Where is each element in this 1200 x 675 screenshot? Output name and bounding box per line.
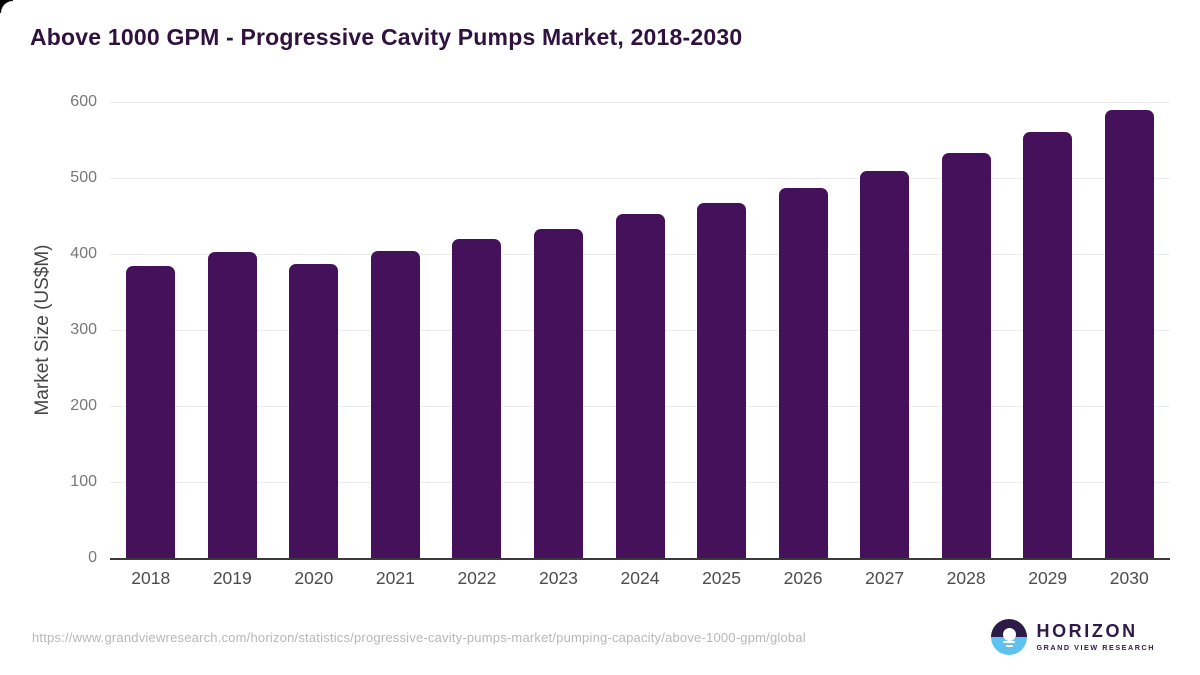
x-tick-label-2029: 2029 <box>1028 568 1068 588</box>
x-tick-label-2019: 2019 <box>212 568 252 588</box>
logo-subtitle: GRAND VIEW RESEARCH <box>1036 642 1155 652</box>
bar-2028[interactable] <box>941 152 991 558</box>
plot-area: 0 100 200 300 400 500 600 2018 2019 2020 2021 2022 2… <box>70 93 1170 588</box>
bar-2030[interactable] <box>1104 110 1154 558</box>
chart-title: Above 1000 GPM - Progressive Cavity Pump… <box>30 24 743 50</box>
screenshot-rounded-corner <box>0 0 13 13</box>
bar-2024[interactable] <box>615 214 665 558</box>
bar-2022[interactable] <box>452 238 502 558</box>
y-tick-label-600: 600 <box>70 93 97 110</box>
x-tick-label-2020: 2020 <box>294 568 334 588</box>
x-tick-label-2023: 2023 <box>538 568 578 588</box>
horizon-logo: HORIZON GRAND VIEW RESEARCH <box>991 619 1155 655</box>
x-tick-label-2025: 2025 <box>702 568 741 588</box>
bar-2021[interactable] <box>370 250 420 558</box>
x-tick-label-2024: 2024 <box>620 568 660 588</box>
x-tick-label-2022: 2022 <box>457 568 497 588</box>
footer: https://www.grandviewresearch.com/horizo… <box>0 610 1200 664</box>
bar-2029[interactable] <box>1023 132 1073 558</box>
y-tick-label-500: 500 <box>70 169 97 186</box>
x-tick-label-2030: 2030 <box>1109 568 1149 588</box>
y-tick-label-400: 400 <box>70 245 97 262</box>
x-tick-label-2026: 2026 <box>783 568 823 588</box>
logo-text: HORIZON GRAND VIEW RESEARCH <box>1036 622 1155 652</box>
x-tick-label-2027: 2027 <box>865 568 905 588</box>
y-tick-label-100: 100 <box>70 473 97 490</box>
gridline-500 <box>110 178 1170 179</box>
bar-2027[interactable] <box>860 171 910 558</box>
x-tick-label-2021: 2021 <box>375 568 415 588</box>
x-tick-label-2028: 2028 <box>946 568 986 588</box>
y-tick-label-200: 200 <box>70 397 97 414</box>
y-tick-label-0: 0 <box>88 549 97 566</box>
bar-2025[interactable] <box>697 203 747 558</box>
source-url: https://www.grandviewresearch.com/horizo… <box>32 629 806 645</box>
bar-2023[interactable] <box>533 228 583 558</box>
x-tick-label-2018: 2018 <box>131 568 171 588</box>
logo-name: HORIZON <box>1036 621 1138 642</box>
bar-2020[interactable] <box>289 263 339 558</box>
y-tick-label-300: 300 <box>70 321 97 338</box>
bar-2019[interactable] <box>207 252 257 558</box>
bar-2026[interactable] <box>778 187 828 558</box>
bar-2018[interactable] <box>126 266 176 558</box>
horizon-sun-circle-icon <box>991 619 1028 655</box>
gridline-600 <box>110 102 1170 103</box>
